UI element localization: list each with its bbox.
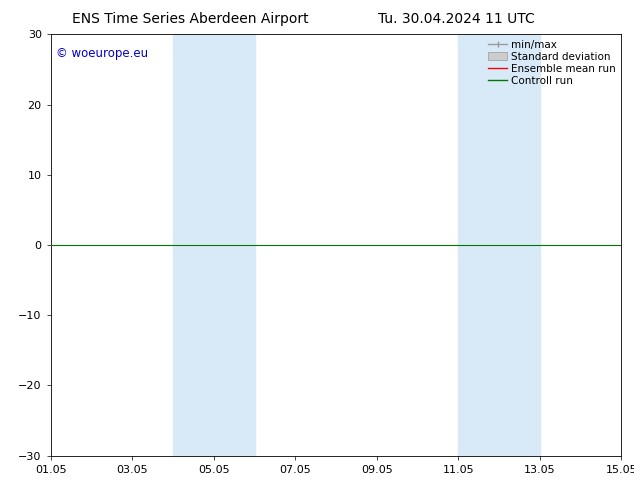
Text: Tu. 30.04.2024 11 UTC: Tu. 30.04.2024 11 UTC: [378, 12, 535, 26]
Text: ENS Time Series Aberdeen Airport: ENS Time Series Aberdeen Airport: [72, 12, 309, 26]
Text: © woeurope.eu: © woeurope.eu: [56, 47, 148, 60]
Bar: [173, 34, 254, 456]
Bar: [458, 34, 540, 456]
Legend: min/max, Standard deviation, Ensemble mean run, Controll run: min/max, Standard deviation, Ensemble me…: [485, 36, 619, 89]
